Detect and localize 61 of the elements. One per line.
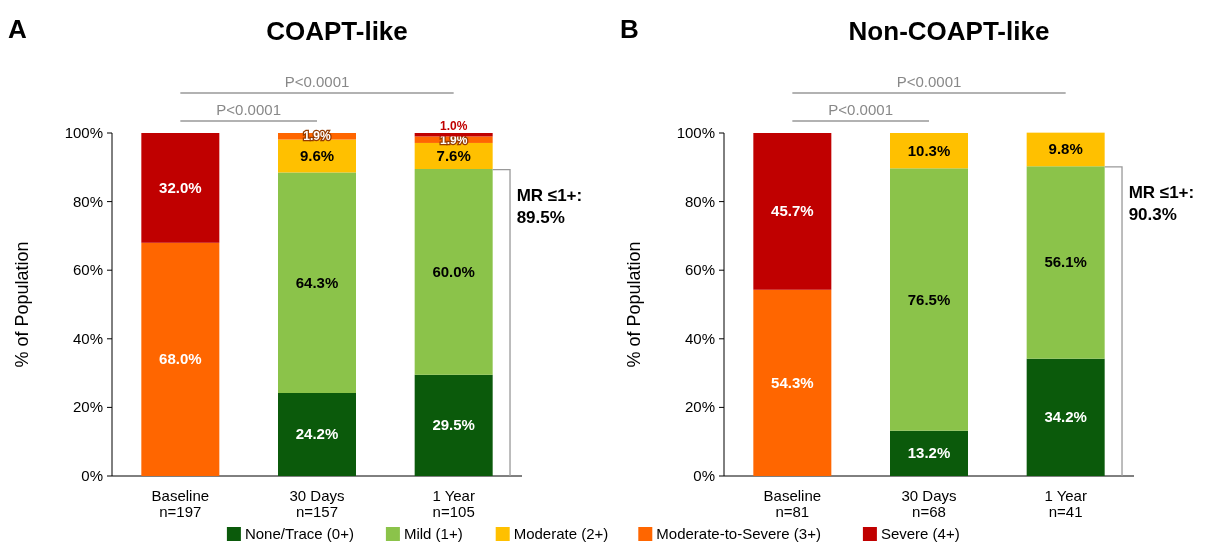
data-label: 1.9% [303, 129, 331, 144]
text: P<0.0001 [284, 73, 350, 90]
legend-label: Moderate (2+) [513, 525, 609, 542]
text: P<0.0001 [896, 73, 962, 90]
legend-label: Severe (4+) [880, 525, 960, 542]
y-tick-label: 80% [684, 192, 715, 210]
y-tick-label: 100% [64, 124, 103, 141]
x-tick-label: 30 Days n=68 [901, 487, 957, 520]
x-tick-label: 1 Year n=105 [432, 487, 475, 520]
chart-title: COAPT-like [266, 16, 408, 46]
data-label: 7.6% [436, 146, 471, 164]
bar [890, 168, 968, 431]
x-tick-label: Baseline n=81 [763, 487, 822, 520]
data-label: 56.1% [1044, 253, 1087, 271]
y-tick-label: 20% [684, 398, 715, 416]
x-tick-label: Baseline n=197 [151, 487, 210, 520]
y-tick-label: 20% [72, 398, 103, 416]
text: P<0.0001 [216, 101, 281, 118]
y-tick-label: 60% [684, 261, 715, 279]
data-label: 13.2% [907, 444, 951, 462]
bar [890, 430, 968, 476]
data-label: 45.7% [771, 202, 814, 220]
data-label: 60.0% [432, 262, 475, 280]
data-label: 10.3% [907, 141, 951, 159]
annotation: MR ≤1+: 89.5% [516, 186, 583, 228]
bar [278, 392, 356, 476]
y-axis-title: % of Population [12, 241, 32, 368]
bar [753, 133, 832, 290]
y-tick-label: 0% [81, 467, 103, 484]
text: A [8, 14, 27, 44]
data-label: 32.0% [159, 178, 202, 196]
annotation: MR ≤1+: 90.3% [1128, 183, 1195, 225]
legend-label: None/Trace (0+) [244, 525, 354, 542]
data-label: 24.2% [295, 425, 339, 443]
y-tick-label: 100% [676, 124, 715, 141]
data-label: 54.3% [771, 373, 814, 391]
y-axis-title: % of Population [624, 241, 644, 368]
y-tick-label: 60% [72, 261, 103, 279]
legend-label: Mild (1+) [403, 525, 463, 542]
y-tick-label: 80% [72, 192, 103, 210]
data-label: 34.2% [1044, 408, 1087, 426]
x-tick-label: 1 Year n=41 [1044, 487, 1087, 520]
y-tick-label: 40% [72, 329, 103, 347]
data-label: 1.0% [439, 119, 468, 133]
data-label: 9.6% [299, 146, 335, 164]
data-label: 9.8% [1048, 140, 1083, 158]
y-tick-label: 0% [693, 467, 715, 484]
text: B [620, 14, 639, 44]
data-label: 64.3% [295, 273, 339, 291]
bar [753, 289, 832, 476]
y-tick-label: 40% [684, 329, 715, 347]
legend-label: Moderate-to-Severe (3+) [656, 525, 821, 542]
data-label: 68.0% [159, 350, 202, 368]
x-tick-label: 30 Days n=157 [289, 487, 345, 520]
data-label: 29.5% [432, 416, 475, 434]
bar [278, 172, 356, 393]
text: P<0.0001 [828, 101, 893, 118]
data-label: 76.5% [907, 290, 951, 308]
chart-title: Non-COAPT-like [848, 16, 1050, 46]
bar [141, 242, 220, 476]
bar [141, 133, 220, 243]
